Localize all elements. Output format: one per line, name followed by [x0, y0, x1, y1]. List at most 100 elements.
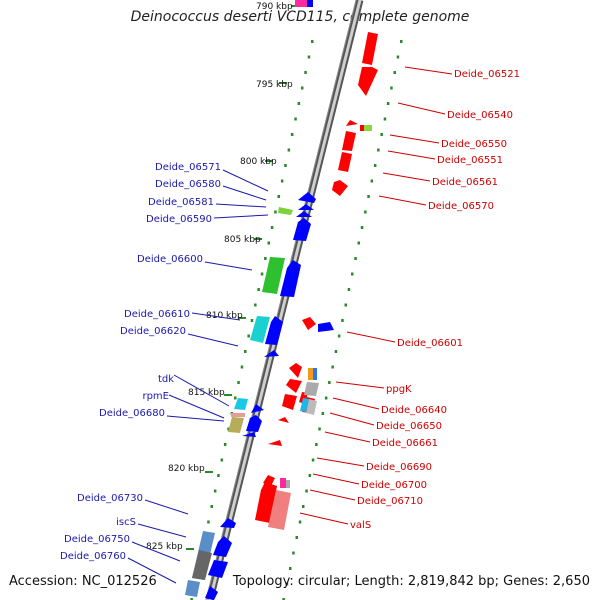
gene-label[interactable]: Deide_06580 — [155, 179, 221, 190]
gene-label[interactable]: Deide_06570 — [428, 201, 494, 212]
gene-label[interactable]: Deide_06690 — [366, 462, 432, 473]
gene-feature[interactable] — [264, 350, 279, 357]
tick-dot — [357, 241, 360, 245]
tick-dot — [331, 365, 334, 369]
gene-feature[interactable] — [298, 204, 314, 210]
gene-feature[interactable] — [289, 363, 302, 378]
gene-feature[interactable] — [278, 207, 293, 215]
gene-feature[interactable] — [302, 317, 316, 330]
label-connector — [324, 431, 371, 443]
gene-feature[interactable] — [295, 0, 307, 7]
gene-feature[interactable] — [298, 192, 316, 203]
tick-dot — [267, 241, 270, 245]
gene-label[interactable]: Deide_06700 — [361, 480, 427, 491]
gene-feature[interactable] — [251, 404, 264, 413]
gene-feature[interactable] — [205, 586, 218, 600]
gene-label[interactable]: Deide_06680 — [99, 408, 165, 419]
gene-feature[interactable] — [282, 394, 297, 410]
gene-feature[interactable] — [192, 550, 212, 580]
tick-dot — [298, 520, 302, 524]
scale-label: 795 kbp — [256, 80, 293, 90]
gene-feature[interactable] — [300, 398, 309, 412]
gene-feature[interactable] — [268, 440, 282, 446]
gene-feature[interactable] — [286, 379, 302, 393]
gene-feature[interactable] — [307, 0, 313, 7]
gene-feature[interactable] — [293, 218, 311, 241]
gene-feature[interactable] — [213, 536, 232, 557]
tick-dot — [290, 133, 294, 136]
gene-label[interactable]: Deide_06710 — [357, 496, 423, 507]
gene-feature[interactable] — [265, 316, 283, 345]
gene-feature[interactable] — [280, 260, 301, 297]
gene-feature[interactable] — [342, 131, 356, 151]
gene-feature[interactable] — [362, 125, 372, 131]
forward-strand-genes — [185, 0, 316, 600]
gene-label[interactable]: Deide_06640 — [381, 405, 447, 416]
gene-label[interactable]: Deide_06551 — [437, 155, 503, 166]
gene-label[interactable]: tdk — [158, 374, 174, 385]
tick-dot — [390, 86, 393, 90]
gene-label[interactable]: Deide_06610 — [124, 309, 190, 320]
gene-feature[interactable] — [338, 152, 352, 172]
gene-feature[interactable] — [246, 415, 262, 432]
gene-label[interactable]: Deide_06550 — [441, 139, 507, 150]
gene-label[interactable]: Deide_06750 — [64, 534, 130, 545]
gene-feature[interactable] — [362, 32, 378, 65]
gene-label[interactable]: Deide_06540 — [447, 110, 513, 121]
gene-label[interactable]: Deide_06620 — [120, 326, 186, 337]
gene-label[interactable]: Deide_06650 — [376, 421, 442, 432]
gene-feature[interactable] — [185, 580, 200, 597]
gene-feature[interactable] — [304, 382, 319, 396]
label-connector — [346, 331, 396, 343]
gene-label[interactable]: Deide_06521 — [454, 69, 520, 80]
label-connector — [127, 557, 177, 584]
gene-feature[interactable] — [278, 417, 289, 423]
gene-feature[interactable] — [268, 490, 291, 530]
gene-label[interactable]: Deide_06600 — [137, 254, 203, 265]
gene-label[interactable]: Deide_06571 — [155, 162, 221, 173]
left-gene-labels: Deide_06571 Deide_06580 Deide_06581 Deide_0… — [60, 162, 269, 584]
label-connector — [378, 195, 427, 206]
gene-feature[interactable] — [308, 368, 313, 380]
gene-feature[interactable] — [313, 368, 317, 380]
tick-dot — [217, 474, 220, 477]
gene-feature[interactable] — [242, 432, 256, 437]
gene-label[interactable]: Deide_06730 — [77, 493, 143, 504]
gene-feature[interactable] — [231, 413, 245, 417]
gene-label[interactable]: Deide_06661 — [372, 438, 438, 449]
gene-feature[interactable] — [306, 399, 317, 415]
gene-feature[interactable] — [286, 480, 290, 488]
gene-feature[interactable] — [262, 257, 285, 294]
gene-feature[interactable] — [360, 125, 364, 131]
gene-feature[interactable] — [332, 180, 348, 196]
gene-feature[interactable] — [208, 560, 228, 578]
gene-label[interactable]: valS — [350, 520, 371, 531]
gene-label[interactable]: rpmE — [142, 391, 169, 402]
gene-feature[interactable] — [280, 478, 286, 488]
gene-feature[interactable] — [220, 518, 236, 528]
gene-label[interactable]: Deide_06760 — [60, 551, 126, 562]
label-connector — [389, 134, 440, 144]
gene-feature[interactable] — [228, 417, 244, 433]
gene-label[interactable]: Deide_06601 — [397, 338, 463, 349]
tick-dot — [280, 179, 284, 183]
gene-label[interactable]: Deide_06590 — [146, 214, 212, 225]
label-connector — [187, 333, 239, 347]
gene-feature[interactable] — [234, 398, 248, 410]
tick-dot — [328, 381, 331, 384]
tick-dot — [308, 474, 312, 477]
tick-dot — [344, 303, 347, 307]
gene-label[interactable]: iscS — [116, 517, 136, 528]
tick-dot — [373, 164, 377, 167]
gene-label[interactable]: Deide_06581 — [148, 197, 214, 208]
tick-dot — [324, 396, 328, 400]
tick-dot — [321, 412, 325, 415]
gene-feature[interactable] — [296, 211, 312, 217]
gene-feature[interactable] — [250, 316, 270, 343]
gene-feature[interactable] — [358, 67, 378, 96]
gene-label[interactable]: ppgK — [386, 384, 412, 395]
gene-feature[interactable] — [346, 120, 358, 126]
label-connector — [329, 412, 375, 426]
gene-label[interactable]: Deide_06561 — [432, 177, 498, 188]
gene-feature[interactable] — [318, 322, 334, 332]
